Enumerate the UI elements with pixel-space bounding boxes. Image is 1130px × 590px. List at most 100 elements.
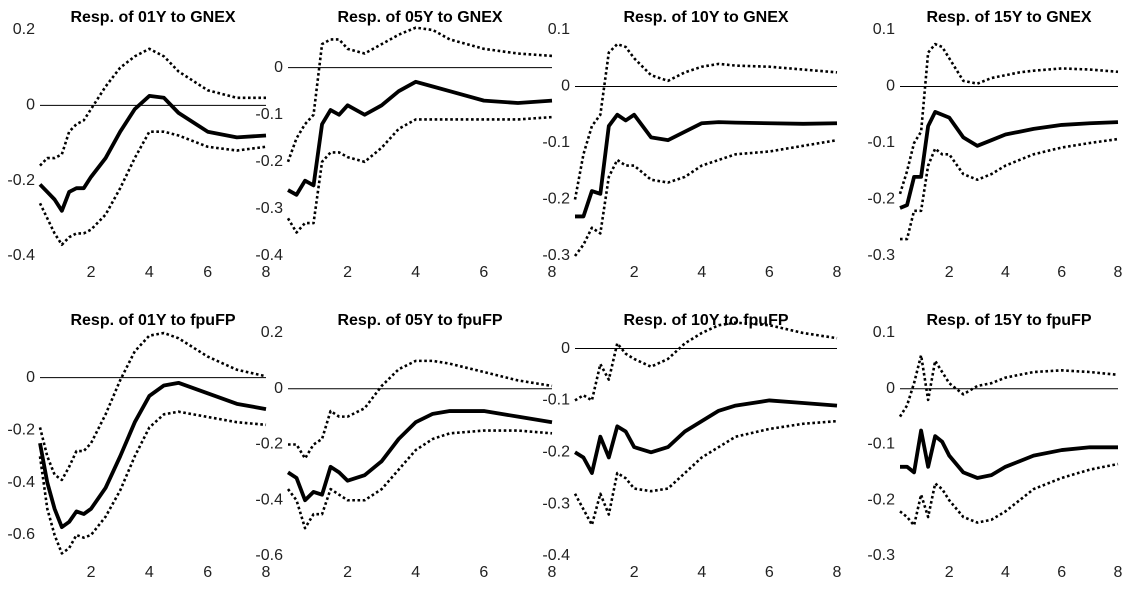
x-tick-label: 6 [479, 564, 488, 581]
response-line [287, 79, 553, 197]
chart-title: Resp. of 05Y to fpuFP [337, 312, 502, 329]
band-line [899, 462, 1119, 527]
y-tick-label: 0 [886, 78, 895, 95]
y-tick-label: -0.2 [867, 191, 895, 208]
response-line [899, 110, 1119, 210]
y-tick-label: 0 [561, 340, 570, 357]
y-tick-label: -0.4 [542, 547, 570, 564]
band-line [38, 331, 267, 482]
response-line [38, 94, 267, 213]
x-tick-label: 8 [548, 564, 557, 581]
band-line [38, 130, 267, 246]
y-tick-label: -0.4 [7, 474, 35, 491]
response-line [574, 398, 838, 475]
x-tick-label: 8 [548, 264, 557, 281]
x-tick-label: 8 [262, 264, 271, 281]
x-tick-label: 6 [203, 564, 212, 581]
y-tick-label: -0.2 [542, 191, 570, 208]
y-tick-label: -0.1 [255, 106, 283, 123]
chart-title: Resp. of 15Y to fpuFP [926, 312, 1091, 329]
y-tick-label: -0.4 [255, 491, 283, 508]
band-line [573, 138, 838, 257]
response-line [575, 112, 838, 219]
y-tick-label: -0.1 [867, 134, 895, 151]
x-tick-label: 8 [262, 564, 271, 581]
x-tick-label: 2 [945, 264, 954, 281]
y-tick-label: 0.1 [873, 21, 895, 38]
y-tick-label: 0 [561, 78, 570, 95]
y-tick-label: 0.2 [261, 324, 283, 341]
band-line [573, 419, 838, 527]
y-tick-label: -0.3 [542, 247, 570, 264]
y-tick-label: -0.2 [7, 421, 35, 438]
x-tick-label: 2 [87, 564, 96, 581]
x-tick-label: 4 [411, 264, 420, 281]
chart-title: Resp. of 15Y to GNEX [926, 9, 1091, 26]
y-tick-label: -0.3 [542, 495, 570, 512]
chart-title: Resp. of 01Y to GNEX [70, 9, 235, 26]
band-line [574, 321, 838, 402]
x-tick-label: 6 [479, 264, 488, 281]
band-line [288, 359, 553, 460]
response-line [286, 409, 553, 503]
y-tick-label: -0.2 [255, 436, 283, 453]
y-tick-label: -0.3 [867, 547, 895, 564]
band-line [39, 47, 266, 167]
y-tick-label: 0.1 [548, 21, 570, 38]
chart-title: Resp. of 10Y to GNEX [623, 9, 788, 26]
y-tick-label: -0.1 [542, 134, 570, 151]
y-tick-label: -0.2 [542, 443, 570, 460]
x-tick-label: 8 [833, 564, 842, 581]
x-tick-label: 2 [630, 564, 639, 581]
x-tick-label: 4 [145, 264, 154, 281]
y-tick-label: -0.3 [867, 247, 895, 264]
y-tick-label: -0.1 [867, 436, 895, 453]
x-tick-label: 2 [630, 264, 639, 281]
band-line [286, 115, 553, 234]
y-tick-label: -0.2 [867, 491, 895, 508]
y-tick-label: 0.1 [873, 324, 895, 341]
x-tick-label: 2 [87, 264, 96, 281]
chart-title: Resp. of 01Y to fpuFP [70, 312, 235, 329]
x-tick-label: 6 [1057, 564, 1066, 581]
y-tick-label: 0 [274, 380, 283, 397]
x-tick-label: 4 [145, 564, 154, 581]
response-line [900, 428, 1118, 480]
x-tick-label: 8 [1114, 564, 1123, 581]
response-line [38, 380, 267, 530]
band-line [898, 354, 1119, 418]
band-line [573, 42, 838, 200]
x-tick-label: 2 [343, 264, 352, 281]
x-tick-label: 8 [1114, 264, 1123, 281]
x-tick-label: 6 [1057, 264, 1066, 281]
x-tick-label: 4 [697, 264, 706, 281]
y-tick-label: -0.4 [255, 247, 283, 264]
x-tick-label: 4 [1001, 264, 1010, 281]
y-tick-label: -0.6 [7, 526, 35, 543]
x-tick-label: 2 [945, 564, 954, 581]
x-tick-label: 4 [1001, 564, 1010, 581]
band-line [900, 137, 1119, 241]
y-tick-label: -0.3 [255, 200, 283, 217]
y-tick-label: 0 [274, 59, 283, 76]
y-tick-label: 0 [886, 380, 895, 397]
band-line [286, 26, 553, 163]
y-tick-label: -0.2 [7, 172, 35, 189]
x-tick-label: 2 [343, 564, 352, 581]
chart-title: Resp. of 05Y to GNEX [337, 9, 502, 26]
y-tick-label: 0 [26, 97, 35, 114]
chart-title: Resp. of 10Y to fpuFP [623, 312, 788, 329]
x-tick-label: 6 [765, 264, 774, 281]
y-tick-label: 0 [26, 369, 35, 386]
y-tick-label: 0.2 [13, 21, 35, 38]
band-line [38, 410, 267, 555]
band-line [286, 429, 553, 530]
x-tick-label: 4 [697, 564, 706, 581]
x-tick-label: 4 [411, 564, 420, 581]
x-tick-label: 8 [833, 264, 842, 281]
band-line [898, 42, 1119, 195]
y-tick-label: -0.1 [542, 392, 570, 409]
y-tick-label: -0.6 [255, 547, 283, 564]
